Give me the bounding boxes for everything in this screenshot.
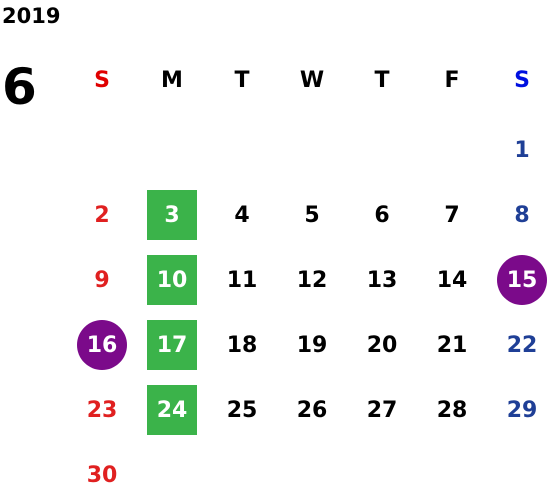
weekday-header: W — [299, 67, 325, 93]
day-cell: 17 — [147, 320, 197, 370]
day-cell: 25 — [226, 397, 258, 423]
day-cell: 12 — [296, 267, 328, 293]
day-cell: 22 — [506, 332, 538, 358]
weekday-header: F — [444, 67, 460, 93]
day-cell: 3 — [147, 190, 197, 240]
day-cell: 4 — [234, 202, 250, 228]
day-cell: 29 — [506, 397, 538, 423]
day-cell: 13 — [366, 267, 398, 293]
day-cell: 6 — [374, 202, 390, 228]
weekday-header: M — [161, 67, 183, 93]
day-cell: 2 — [94, 202, 110, 228]
month: 6 — [2, 58, 37, 116]
day-cell: 10 — [147, 255, 197, 305]
day-cell: 20 — [366, 332, 398, 358]
day-cell: 27 — [366, 397, 398, 423]
day-cell: 1 — [514, 137, 530, 163]
day-cell: 26 — [296, 397, 328, 423]
day-cell: 19 — [296, 332, 328, 358]
day-cell: 5 — [304, 202, 320, 228]
day-cell: 28 — [436, 397, 468, 423]
day-cell: 16 — [77, 320, 127, 370]
day-cell: 30 — [86, 462, 118, 488]
year: 2019 — [2, 4, 61, 28]
day-cell: 14 — [436, 267, 468, 293]
day-cell: 18 — [226, 332, 258, 358]
day-cell: 15 — [497, 255, 547, 305]
weekday-header: T — [234, 67, 250, 93]
weekday-header: S — [94, 67, 110, 93]
weekday-header: S — [514, 67, 530, 93]
day-cell: 9 — [94, 267, 110, 293]
day-cell: 21 — [436, 332, 468, 358]
day-cell: 24 — [147, 385, 197, 435]
day-cell: 7 — [444, 202, 460, 228]
day-cell: 11 — [226, 267, 258, 293]
day-cell: 8 — [514, 202, 530, 228]
weekday-header: T — [374, 67, 390, 93]
day-cell: 23 — [86, 397, 118, 423]
